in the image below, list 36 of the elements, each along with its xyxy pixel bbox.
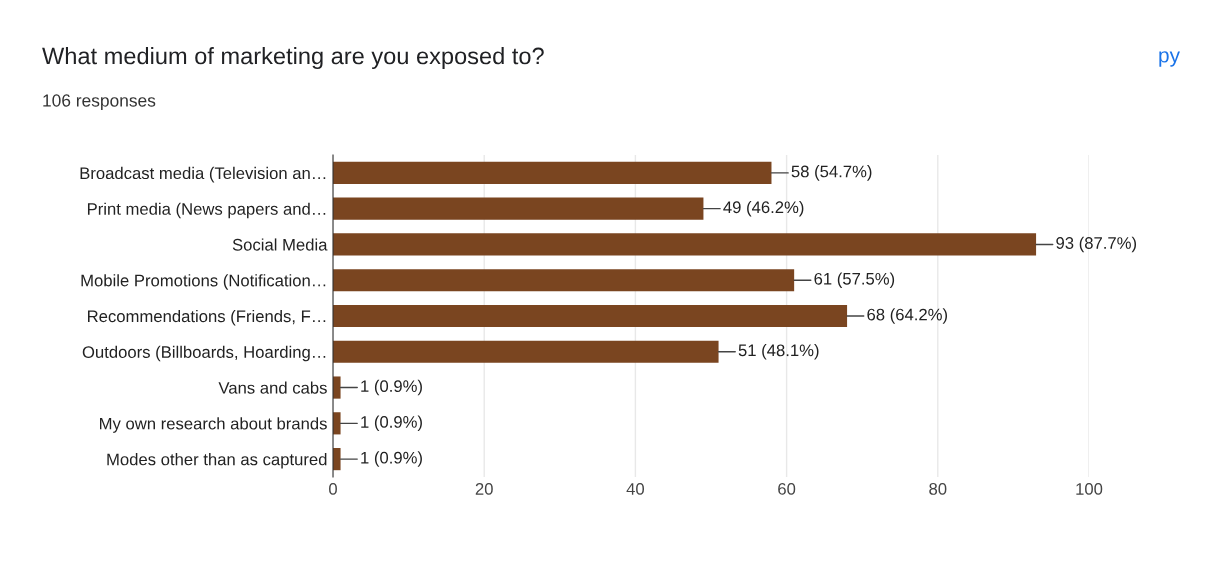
bar (333, 376, 341, 399)
data-label: 61 (57.5%) (814, 272, 895, 288)
y-tick-label: Social Media (232, 238, 328, 251)
bar (333, 448, 341, 471)
y-tick-label: Modes other than as captured (107, 453, 327, 469)
y-tick-label: My own research about brands (100, 417, 327, 433)
data-label: 93 (87.7%) (1056, 236, 1137, 253)
y-tick-label: Mobile Promotions (Notification… (81, 274, 326, 290)
x-tick-label: 60 (778, 483, 796, 495)
x-tick-label: 0 (329, 483, 337, 495)
text: py (1159, 51, 1180, 67)
y-tick-label: Recommendations (Friends, F… (88, 309, 326, 326)
data-label: 1 (0.9%) (361, 379, 422, 396)
data-label: 1 (0.9%) (361, 415, 422, 432)
chart-title: What medium of marketing are you exposed to? (42, 47, 544, 69)
text: 106 responses (43, 94, 156, 111)
bar (333, 197, 704, 220)
bar (333, 304, 848, 328)
y-tick-label: Outdoors (Billboards, Hoarding… (82, 345, 326, 362)
data-label: 68 (64.2%) (867, 308, 948, 324)
y-tick-label: Vans and cabs (218, 381, 327, 394)
bar (333, 412, 341, 435)
data-label: 58 (54.7%) (791, 165, 872, 181)
y-tick-label: Broadcast media (Television an… (80, 166, 326, 183)
x-tick-label: 80 (929, 483, 947, 495)
bar (333, 269, 795, 292)
x-tick-label: 40 (626, 483, 645, 495)
x-tick-label: 100 (1076, 483, 1103, 495)
x-tick-label: 20 (475, 483, 493, 495)
y-tick-label: Print media (News papers and… (87, 202, 326, 219)
bar (333, 161, 772, 184)
bar (333, 233, 1037, 256)
data-label: 51 (48.1%) (738, 344, 819, 360)
data-label: 1 (0.9%) (361, 451, 422, 467)
data-label: 49 (46.2%) (723, 200, 804, 217)
bar (333, 340, 719, 363)
